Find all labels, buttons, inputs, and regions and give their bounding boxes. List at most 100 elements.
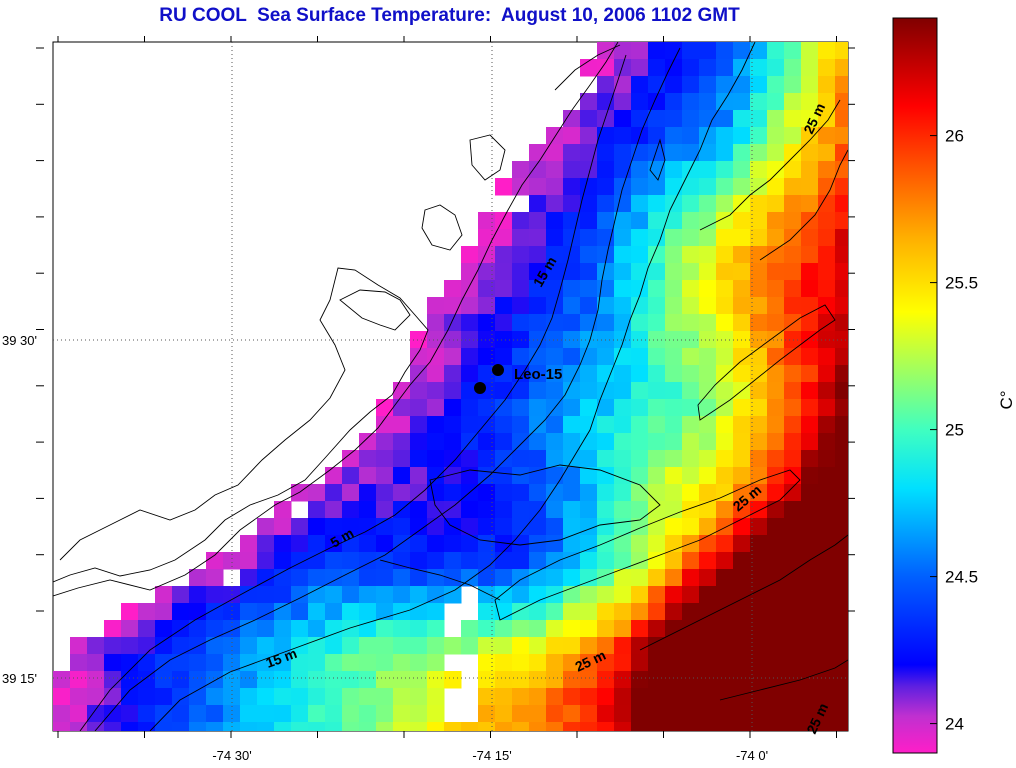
sst-pixel bbox=[427, 501, 445, 519]
sst-pixel bbox=[512, 416, 530, 434]
sst-pixel bbox=[801, 722, 819, 731]
sst-pixel bbox=[597, 110, 615, 128]
sst-pixel bbox=[240, 671, 258, 689]
sst-pixel bbox=[784, 161, 802, 179]
sst-pixel bbox=[546, 331, 564, 349]
sst-pixel bbox=[631, 229, 649, 247]
sst-pixel bbox=[546, 178, 564, 196]
sst-pixel bbox=[444, 467, 462, 485]
sst-pixel bbox=[818, 314, 836, 332]
sst-pixel bbox=[614, 484, 632, 502]
sst-pixel bbox=[665, 467, 683, 485]
sst-pixel bbox=[835, 280, 848, 298]
sst-pixel bbox=[495, 263, 513, 281]
sst-pixel bbox=[478, 280, 496, 298]
sst-pixel bbox=[733, 314, 751, 332]
sst-pixel bbox=[342, 569, 360, 587]
sst-pixel bbox=[580, 212, 598, 230]
sst-pixel bbox=[563, 705, 581, 723]
sst-pixel bbox=[342, 637, 360, 655]
sst-pixel bbox=[427, 450, 445, 468]
sst-pixel bbox=[716, 535, 734, 553]
sst-pixel bbox=[767, 688, 785, 706]
sst-pixel bbox=[801, 229, 819, 247]
sst-pixel bbox=[750, 331, 768, 349]
sst-pixel bbox=[427, 535, 445, 553]
sst-pixel bbox=[835, 671, 848, 689]
sst-pixel bbox=[665, 195, 683, 213]
sst-pixel bbox=[410, 416, 428, 434]
sst-pixel bbox=[563, 110, 581, 128]
sst-pixel bbox=[665, 705, 683, 723]
sst-pixel bbox=[784, 399, 802, 417]
sst-pixel bbox=[716, 433, 734, 451]
sst-pixel bbox=[614, 144, 632, 162]
sst-pixel bbox=[648, 348, 666, 366]
sst-pixel bbox=[580, 229, 598, 247]
sst-pixel bbox=[750, 297, 768, 315]
sst-pixel bbox=[529, 382, 547, 400]
sst-pixel bbox=[648, 535, 666, 553]
sst-pixel bbox=[682, 331, 700, 349]
sst-pixel bbox=[699, 518, 717, 536]
sst-pixel bbox=[665, 552, 683, 570]
sst-pixel bbox=[716, 195, 734, 213]
sst-pixel bbox=[682, 450, 700, 468]
sst-pixel bbox=[563, 144, 581, 162]
sst-pixel bbox=[614, 688, 632, 706]
sst-pixel bbox=[631, 42, 649, 60]
sst-pixel bbox=[733, 484, 751, 502]
sst-pixel bbox=[750, 654, 768, 672]
sst-pixel bbox=[308, 722, 326, 731]
sst-pixel bbox=[512, 637, 530, 655]
sst-pixel bbox=[189, 722, 207, 731]
sst-pixel bbox=[665, 59, 683, 77]
sst-pixel bbox=[546, 654, 564, 672]
sst-pixel bbox=[563, 331, 581, 349]
sst-pixel bbox=[699, 450, 717, 468]
sst-pixel bbox=[495, 416, 513, 434]
sst-pixel bbox=[104, 722, 122, 731]
sst-pixel bbox=[478, 246, 496, 264]
sst-pixel bbox=[767, 42, 785, 60]
sst-pixel bbox=[614, 637, 632, 655]
sst-pixel bbox=[818, 399, 836, 417]
sst-pixel bbox=[512, 450, 530, 468]
sst-pixel bbox=[784, 671, 802, 689]
sst-pixel bbox=[342, 654, 360, 672]
sst-pixel bbox=[274, 552, 292, 570]
sst-pixel bbox=[818, 178, 836, 196]
sst-pixel bbox=[767, 246, 785, 264]
sst-pixel bbox=[563, 603, 581, 621]
sst-pixel bbox=[138, 620, 156, 638]
sst-pixel bbox=[835, 484, 848, 502]
sst-pixel bbox=[308, 654, 326, 672]
sst-pixel bbox=[223, 552, 241, 570]
sst-pixel bbox=[699, 178, 717, 196]
sst-pixel bbox=[648, 365, 666, 383]
sst-pixel bbox=[546, 620, 564, 638]
sst-pixel bbox=[342, 535, 360, 553]
sst-pixel bbox=[580, 297, 598, 315]
sst-pixel bbox=[733, 535, 751, 553]
sst-pixel bbox=[325, 501, 343, 519]
sst-pixel bbox=[784, 433, 802, 451]
graticule bbox=[53, 42, 848, 731]
sst-pixel bbox=[716, 161, 734, 179]
sst-pixel bbox=[665, 93, 683, 111]
sst-pixel bbox=[818, 671, 836, 689]
sst-pixel bbox=[835, 42, 848, 60]
sst-pixel bbox=[614, 212, 632, 230]
sst-pixel bbox=[563, 654, 581, 672]
sst-pixel bbox=[580, 416, 598, 434]
sst-pixel bbox=[461, 382, 479, 400]
sst-pixel bbox=[699, 671, 717, 689]
sst-pixel bbox=[189, 569, 207, 587]
sst-pixel bbox=[580, 501, 598, 519]
sst-pixel bbox=[818, 620, 836, 638]
sst-pixel bbox=[699, 467, 717, 485]
sst-pixel bbox=[767, 365, 785, 383]
sst-pixel bbox=[665, 263, 683, 281]
sst-pixel bbox=[172, 603, 190, 621]
sst-pixel bbox=[631, 501, 649, 519]
